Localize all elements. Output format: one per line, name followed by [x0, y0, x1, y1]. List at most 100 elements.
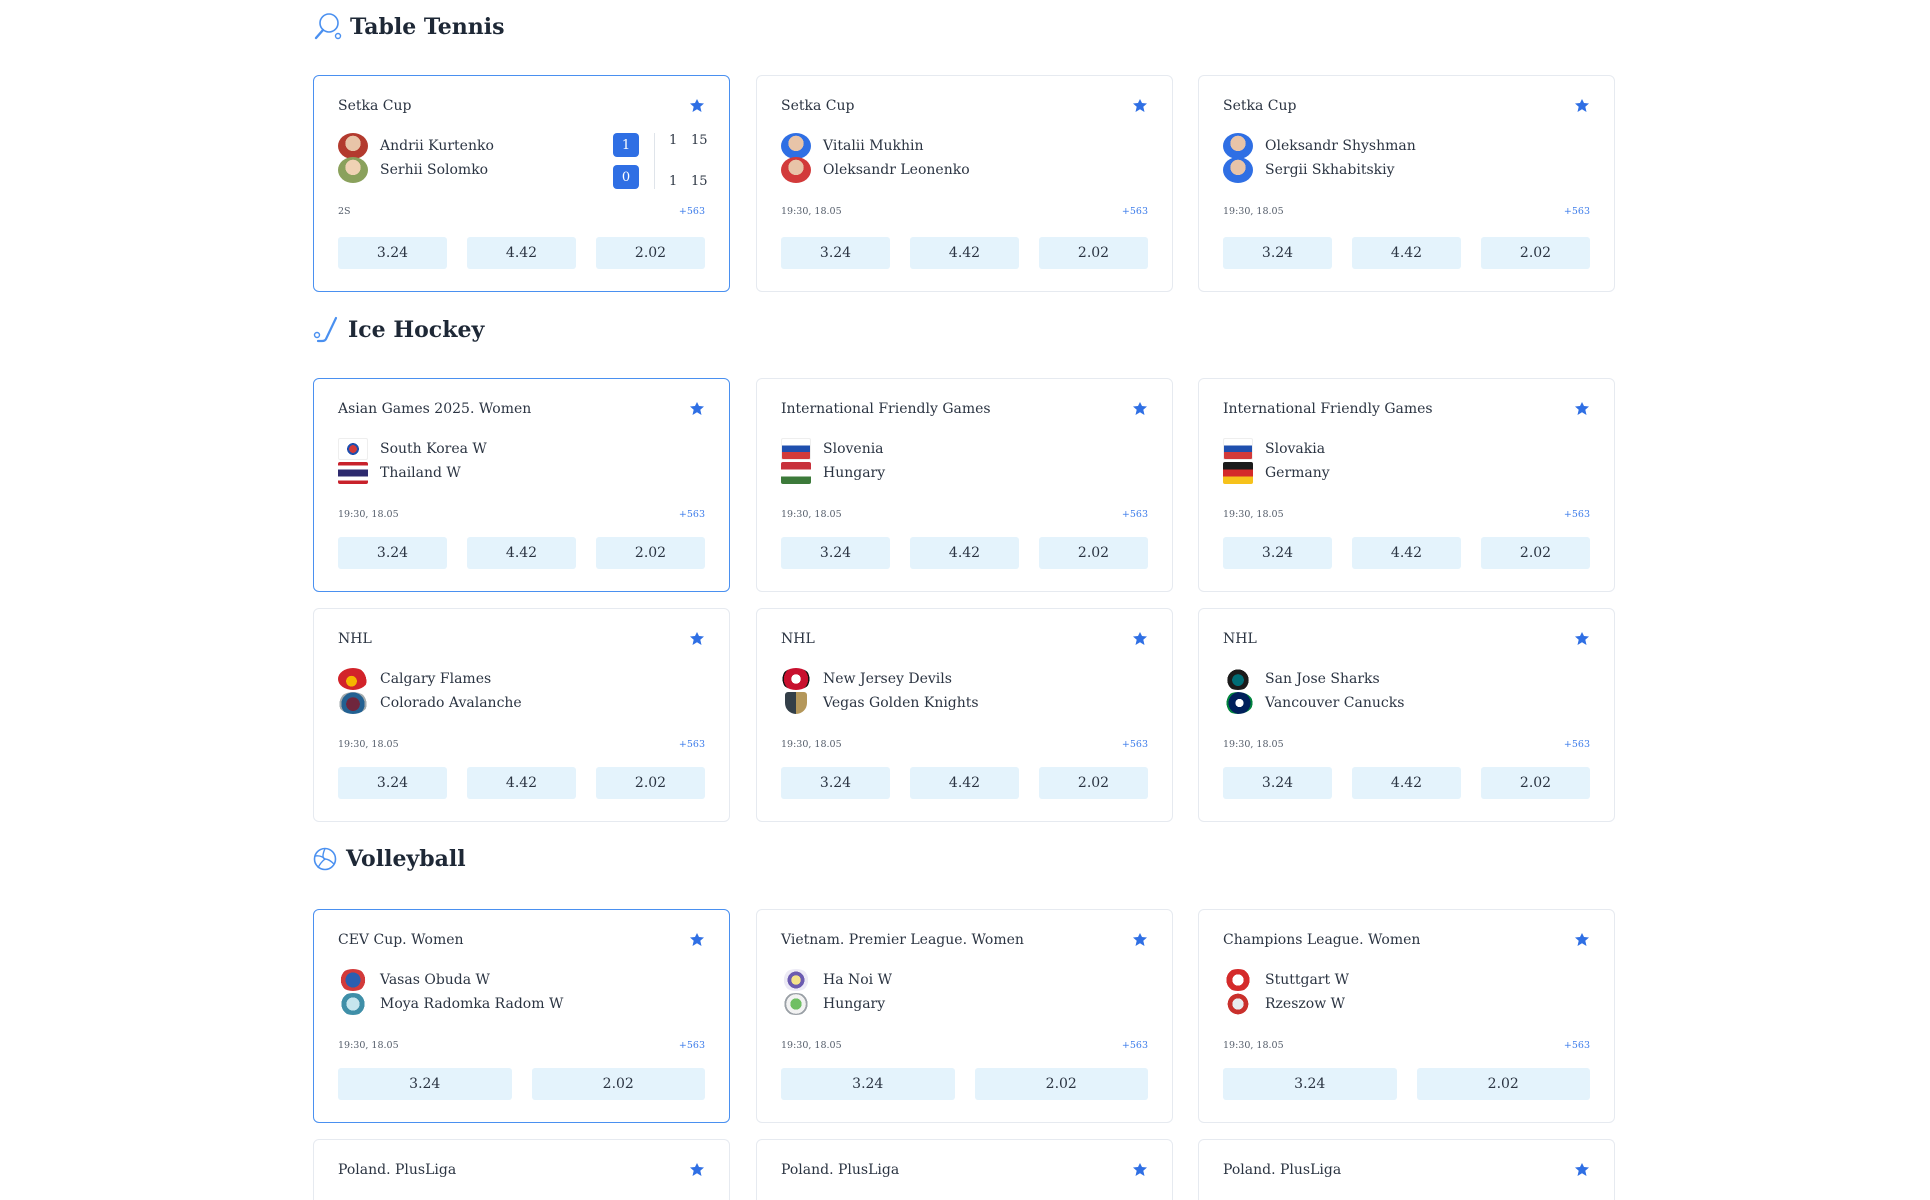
match-card[interactable]: NHL New Jersey Devils Vegas Golden Knigh…: [756, 608, 1173, 822]
favorite-icon[interactable]: [1574, 98, 1590, 114]
odds-button[interactable]: 3.24: [1223, 767, 1332, 799]
odds-button[interactable]: 3.24: [1223, 237, 1332, 269]
odds-button[interactable]: 4.42: [467, 237, 576, 269]
match-card[interactable]: Poland. PlusLiga: [313, 1139, 730, 1200]
odds-button[interactable]: 3.24: [338, 1068, 512, 1100]
team-row: Colorado Avalanche: [338, 691, 522, 715]
match-card[interactable]: Setka Cup Vitalii Mukhin Oleksandr Leone…: [756, 75, 1173, 292]
match-card[interactable]: NHL San Jose Sharks Vancouver Canucks 19…: [1198, 608, 1615, 822]
odds-button[interactable]: 2.02: [596, 237, 705, 269]
match-time: 19:30, 18.05: [338, 1040, 399, 1051]
odds-button[interactable]: 4.42: [467, 537, 576, 569]
odds-button[interactable]: 2.02: [974, 1068, 1148, 1100]
more-markets-link[interactable]: +563: [1563, 509, 1590, 520]
match-card[interactable]: Champions League. Women Stuttgart W Rzes…: [1198, 909, 1615, 1123]
match-card[interactable]: Setka Cup Andrii Kurtenko Serhii Solomko…: [313, 75, 730, 292]
favorite-icon[interactable]: [1574, 932, 1590, 948]
stuttgart-logo-icon: [1223, 969, 1253, 991]
more-markets-link[interactable]: +563: [1563, 739, 1590, 750]
odds-row: 3.24 4.42 2.02: [781, 537, 1148, 569]
teams: Calgary Flames Colorado Avalanche: [338, 667, 522, 715]
more-markets-link[interactable]: +563: [678, 509, 705, 520]
odds-button[interactable]: 3.24: [1223, 1068, 1397, 1100]
favorite-icon[interactable]: [1132, 401, 1148, 417]
odds-button[interactable]: 2.02: [1481, 767, 1590, 799]
match-card[interactable]: Poland. PlusLiga: [1198, 1139, 1615, 1200]
more-markets-link[interactable]: +563: [1563, 1040, 1590, 1051]
match-card[interactable]: NHL Calgary Flames Colorado Avalanche 19…: [313, 608, 730, 822]
odds-button[interactable]: 3.24: [338, 767, 447, 799]
odds-button[interactable]: 3.24: [338, 237, 447, 269]
odds-button[interactable]: 2.02: [1481, 537, 1590, 569]
team-name: Oleksandr Shyshman: [1265, 138, 1416, 154]
team-row: Vasas Obuda W: [338, 968, 563, 992]
more-markets-link[interactable]: +563: [1121, 206, 1148, 217]
odds-button[interactable]: 3.24: [781, 767, 890, 799]
hungary-flag-icon: [781, 462, 811, 484]
team-row: Oleksandr Leonenko: [781, 157, 970, 183]
match-card[interactable]: International Friendly Games Slovenia Hu…: [756, 378, 1173, 592]
favorite-icon[interactable]: [689, 401, 705, 417]
more-markets-link[interactable]: +563: [1563, 206, 1590, 217]
favorite-icon[interactable]: [1132, 932, 1148, 948]
favorite-icon[interactable]: [1132, 631, 1148, 647]
odds-button[interactable]: 3.24: [338, 537, 447, 569]
match-time: 19:30, 18.05: [781, 739, 842, 750]
favorite-icon[interactable]: [689, 98, 705, 114]
odds-button[interactable]: 2.02: [596, 537, 705, 569]
vasas-obuda-logo-icon: [338, 969, 368, 991]
odds-row: 3.24 4.42 2.02: [338, 767, 705, 799]
more-markets-link[interactable]: +563: [1121, 739, 1148, 750]
teams: Andrii Kurtenko Serhii Solomko: [338, 133, 494, 183]
odds-button[interactable]: 3.24: [781, 237, 890, 269]
player-avatar: [338, 133, 368, 159]
odds-button[interactable]: 2.02: [1039, 767, 1148, 799]
team-name: Vegas Golden Knights: [823, 695, 979, 711]
match-card[interactable]: Asian Games 2025. Women South Korea W Th…: [313, 378, 730, 592]
league-name: NHL: [338, 631, 372, 647]
odds-button[interactable]: 3.24: [781, 1068, 955, 1100]
match-time: 19:30, 18.05: [1223, 739, 1284, 750]
odds-button[interactable]: 3.24: [781, 537, 890, 569]
odds-button[interactable]: 4.42: [1352, 767, 1461, 799]
odds-button[interactable]: 4.42: [1352, 237, 1461, 269]
odds-button[interactable]: 4.42: [467, 767, 576, 799]
favorite-icon[interactable]: [1132, 98, 1148, 114]
league-name: Poland. PlusLiga: [338, 1162, 457, 1178]
odds-button[interactable]: 4.42: [910, 237, 1019, 269]
favorite-icon[interactable]: [689, 631, 705, 647]
league-name: International Friendly Games: [1223, 401, 1433, 417]
odds-button[interactable]: 4.42: [910, 767, 1019, 799]
set-score: 1: [669, 133, 678, 148]
favorite-icon[interactable]: [689, 1162, 705, 1178]
match-card[interactable]: Poland. PlusLiga: [756, 1139, 1173, 1200]
match-time: 19:30, 18.05: [1223, 1040, 1284, 1051]
odds-button[interactable]: 2.02: [1039, 237, 1148, 269]
team-name: Vasas Obuda W: [380, 972, 490, 988]
table-tennis-icon: [314, 13, 342, 40]
team-name: Slovenia: [823, 441, 884, 457]
odds-button[interactable]: 2.02: [1416, 1068, 1590, 1100]
favorite-icon[interactable]: [689, 932, 705, 948]
more-markets-link[interactable]: +563: [1121, 1040, 1148, 1051]
odds-button[interactable]: 2.02: [1481, 237, 1590, 269]
odds-button[interactable]: 4.42: [910, 537, 1019, 569]
odds-button[interactable]: 2.02: [1039, 537, 1148, 569]
odds-button[interactable]: 2.02: [596, 767, 705, 799]
favorite-icon[interactable]: [1574, 1162, 1590, 1178]
more-markets-link[interactable]: +563: [678, 206, 705, 217]
odds-button[interactable]: 2.02: [531, 1068, 705, 1100]
favorite-icon[interactable]: [1132, 1162, 1148, 1178]
odds-button[interactable]: 3.24: [1223, 537, 1332, 569]
match-card[interactable]: Vietnam. Premier League. Women Ha Noi W …: [756, 909, 1173, 1123]
favorite-icon[interactable]: [1574, 631, 1590, 647]
more-markets-link[interactable]: +563: [1121, 509, 1148, 520]
more-markets-link[interactable]: +563: [678, 1040, 705, 1051]
match-card[interactable]: CEV Cup. Women Vasas Obuda W Moya Radomk…: [313, 909, 730, 1123]
odds-button[interactable]: 4.42: [1352, 537, 1461, 569]
team-row: Oleksandr Shyshman: [1223, 133, 1416, 159]
more-markets-link[interactable]: +563: [678, 739, 705, 750]
favorite-icon[interactable]: [1574, 401, 1590, 417]
match-card[interactable]: International Friendly Games Slovakia Ge…: [1198, 378, 1615, 592]
match-card[interactable]: Setka Cup Oleksandr Shyshman Sergii Skha…: [1198, 75, 1615, 292]
